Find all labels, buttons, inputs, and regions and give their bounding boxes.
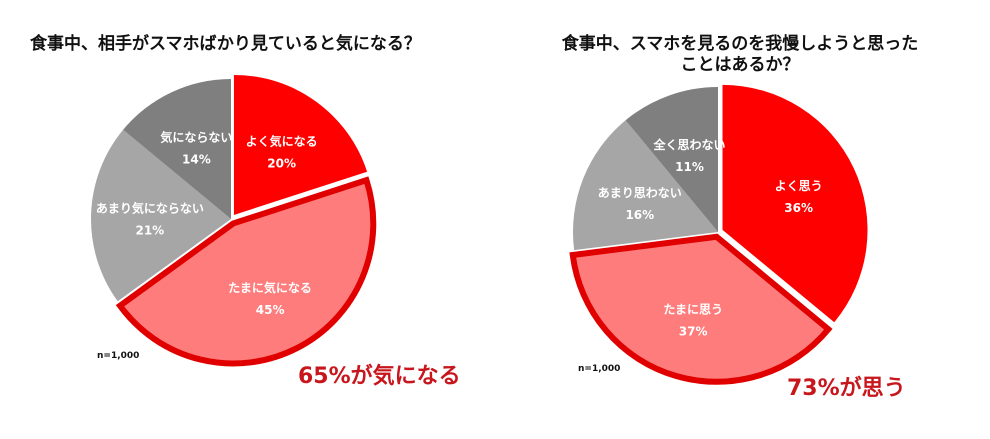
chart-1-slice-2-label: たまに気になる [228,280,312,295]
chart-2-slice-4 [625,87,718,232]
chart-2-slice-2 [569,233,833,385]
chart-2-annotation: 73%が思う [787,376,906,401]
chart-1-annotation: 65%が気になる [298,364,461,389]
chart-1-slice-2 [115,176,377,367]
chart-2-title: 食事中、スマホを見るのを我慢しようと思ったことはあるか？ [540,34,940,76]
chart-2-slice-3-label: あまり思わない [598,186,682,200]
chart-2-slice-1-value: 36% [784,201,813,215]
chart-2-sample-size: n=1,000 [578,364,621,374]
chart-2-slice-4-value: 11% [675,160,704,174]
chart-2-title-text: 食事中、スマホを見るのを我慢しようと思ったことはあるか？ [561,34,919,75]
chart-1-slice-4-value: 14% [182,153,211,167]
chart-1-slice-1-value: 20% [267,156,296,170]
chart-1-slice-4-label: 気にならない [160,130,232,145]
chart-1-title: 食事中、相手がスマホばかり見ていると気になる？ [30,34,421,54]
chart-2-slice-4-label: 全く思わない [653,137,726,152]
chart-2-slice-3 [573,120,718,251]
chart-1-slice-3-value: 21% [135,223,164,237]
chart-1-slice-2-value: 45% [256,303,285,317]
chart-2-slice-2-value: 37% [679,325,708,339]
chart-2-slice-1 [722,84,868,323]
chart-2-slice-1-label: よく思う [775,179,823,193]
chart-1-slice-3-label: あまり気にならない [96,200,204,215]
chart-1-slice-4 [123,79,231,219]
chart-2-slice-2-label: たまに思う [663,303,723,317]
chart-1-slice-3 [91,129,231,302]
chart-1-slice-1-label: よく気になる [246,133,318,148]
chart-1-sample-size: n=1,000 [97,351,140,361]
chart-1-slice-1 [233,74,368,215]
chart-2-slice-3-value: 16% [625,208,654,222]
